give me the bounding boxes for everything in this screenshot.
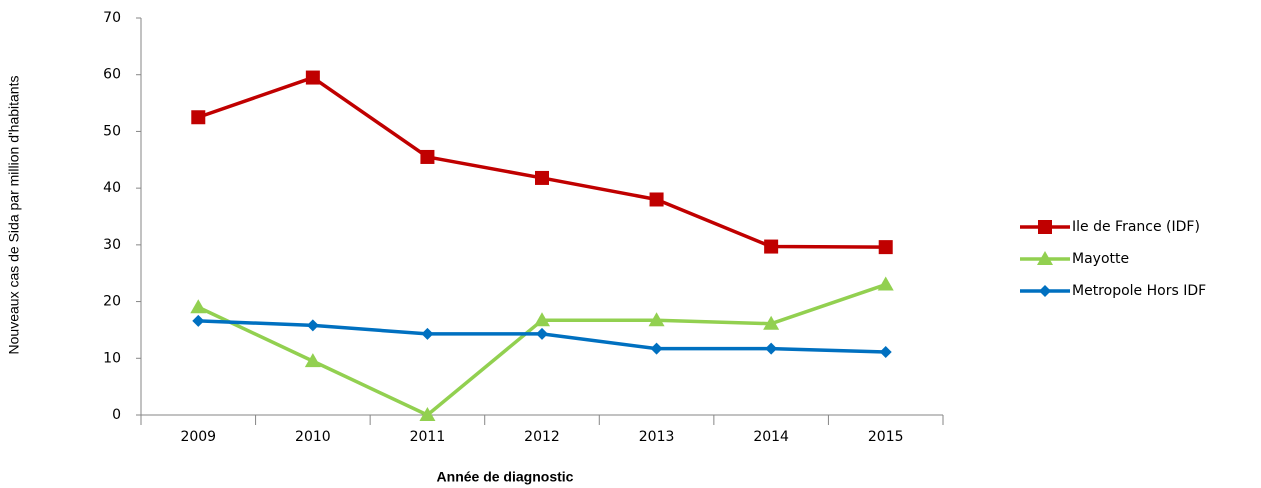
y-tick-label: 20 bbox=[103, 294, 121, 310]
marker bbox=[304, 353, 321, 368]
marker bbox=[306, 319, 319, 332]
marker bbox=[420, 149, 435, 164]
x-tick-label: 2011 bbox=[410, 429, 446, 445]
marker bbox=[534, 312, 550, 327]
marker bbox=[879, 346, 892, 359]
marker bbox=[191, 110, 206, 125]
marker bbox=[419, 407, 436, 421]
x-tick-label: 2014 bbox=[753, 429, 789, 445]
marker bbox=[649, 192, 664, 207]
marker bbox=[764, 239, 779, 254]
y-axis-title: Nouveaux cas de Sida par million d'habit… bbox=[6, 76, 22, 355]
y-tick-label: 10 bbox=[103, 350, 121, 366]
marker bbox=[765, 342, 778, 355]
legend-label: Ile de France (IDF) bbox=[1072, 219, 1200, 235]
x-tick-label: 2015 bbox=[868, 429, 904, 445]
marker bbox=[536, 327, 548, 340]
y-tick-label: 30 bbox=[103, 237, 121, 253]
y-tick-label: 40 bbox=[103, 180, 121, 196]
legend-label: Metropole Hors IDF bbox=[1072, 283, 1206, 299]
x-tick-label: 2013 bbox=[639, 429, 675, 445]
y-tick-label: 0 bbox=[112, 407, 121, 423]
marker bbox=[877, 276, 894, 291]
x-axis-title: Année de diagnostic bbox=[437, 469, 574, 485]
x-tick-label: 2010 bbox=[295, 429, 331, 445]
marker bbox=[878, 240, 893, 255]
x-tick-label: 2012 bbox=[524, 429, 560, 445]
marker bbox=[421, 327, 434, 340]
legend-marker bbox=[1038, 220, 1052, 234]
marker bbox=[648, 312, 665, 327]
marker bbox=[305, 70, 320, 85]
series-line bbox=[197, 75, 886, 249]
legend-label: Mayotte bbox=[1072, 251, 1129, 267]
marker bbox=[192, 314, 205, 327]
legend-marker bbox=[1037, 251, 1053, 265]
marker bbox=[190, 299, 207, 314]
x-tick-label: 2009 bbox=[180, 429, 216, 445]
marker bbox=[763, 315, 780, 330]
y-tick-label: 70 bbox=[103, 10, 121, 26]
marker bbox=[650, 342, 663, 355]
marker bbox=[535, 170, 549, 185]
legend-marker bbox=[1039, 285, 1051, 297]
y-tick-label: 50 bbox=[103, 123, 121, 139]
y-tick-label: 60 bbox=[103, 67, 121, 83]
